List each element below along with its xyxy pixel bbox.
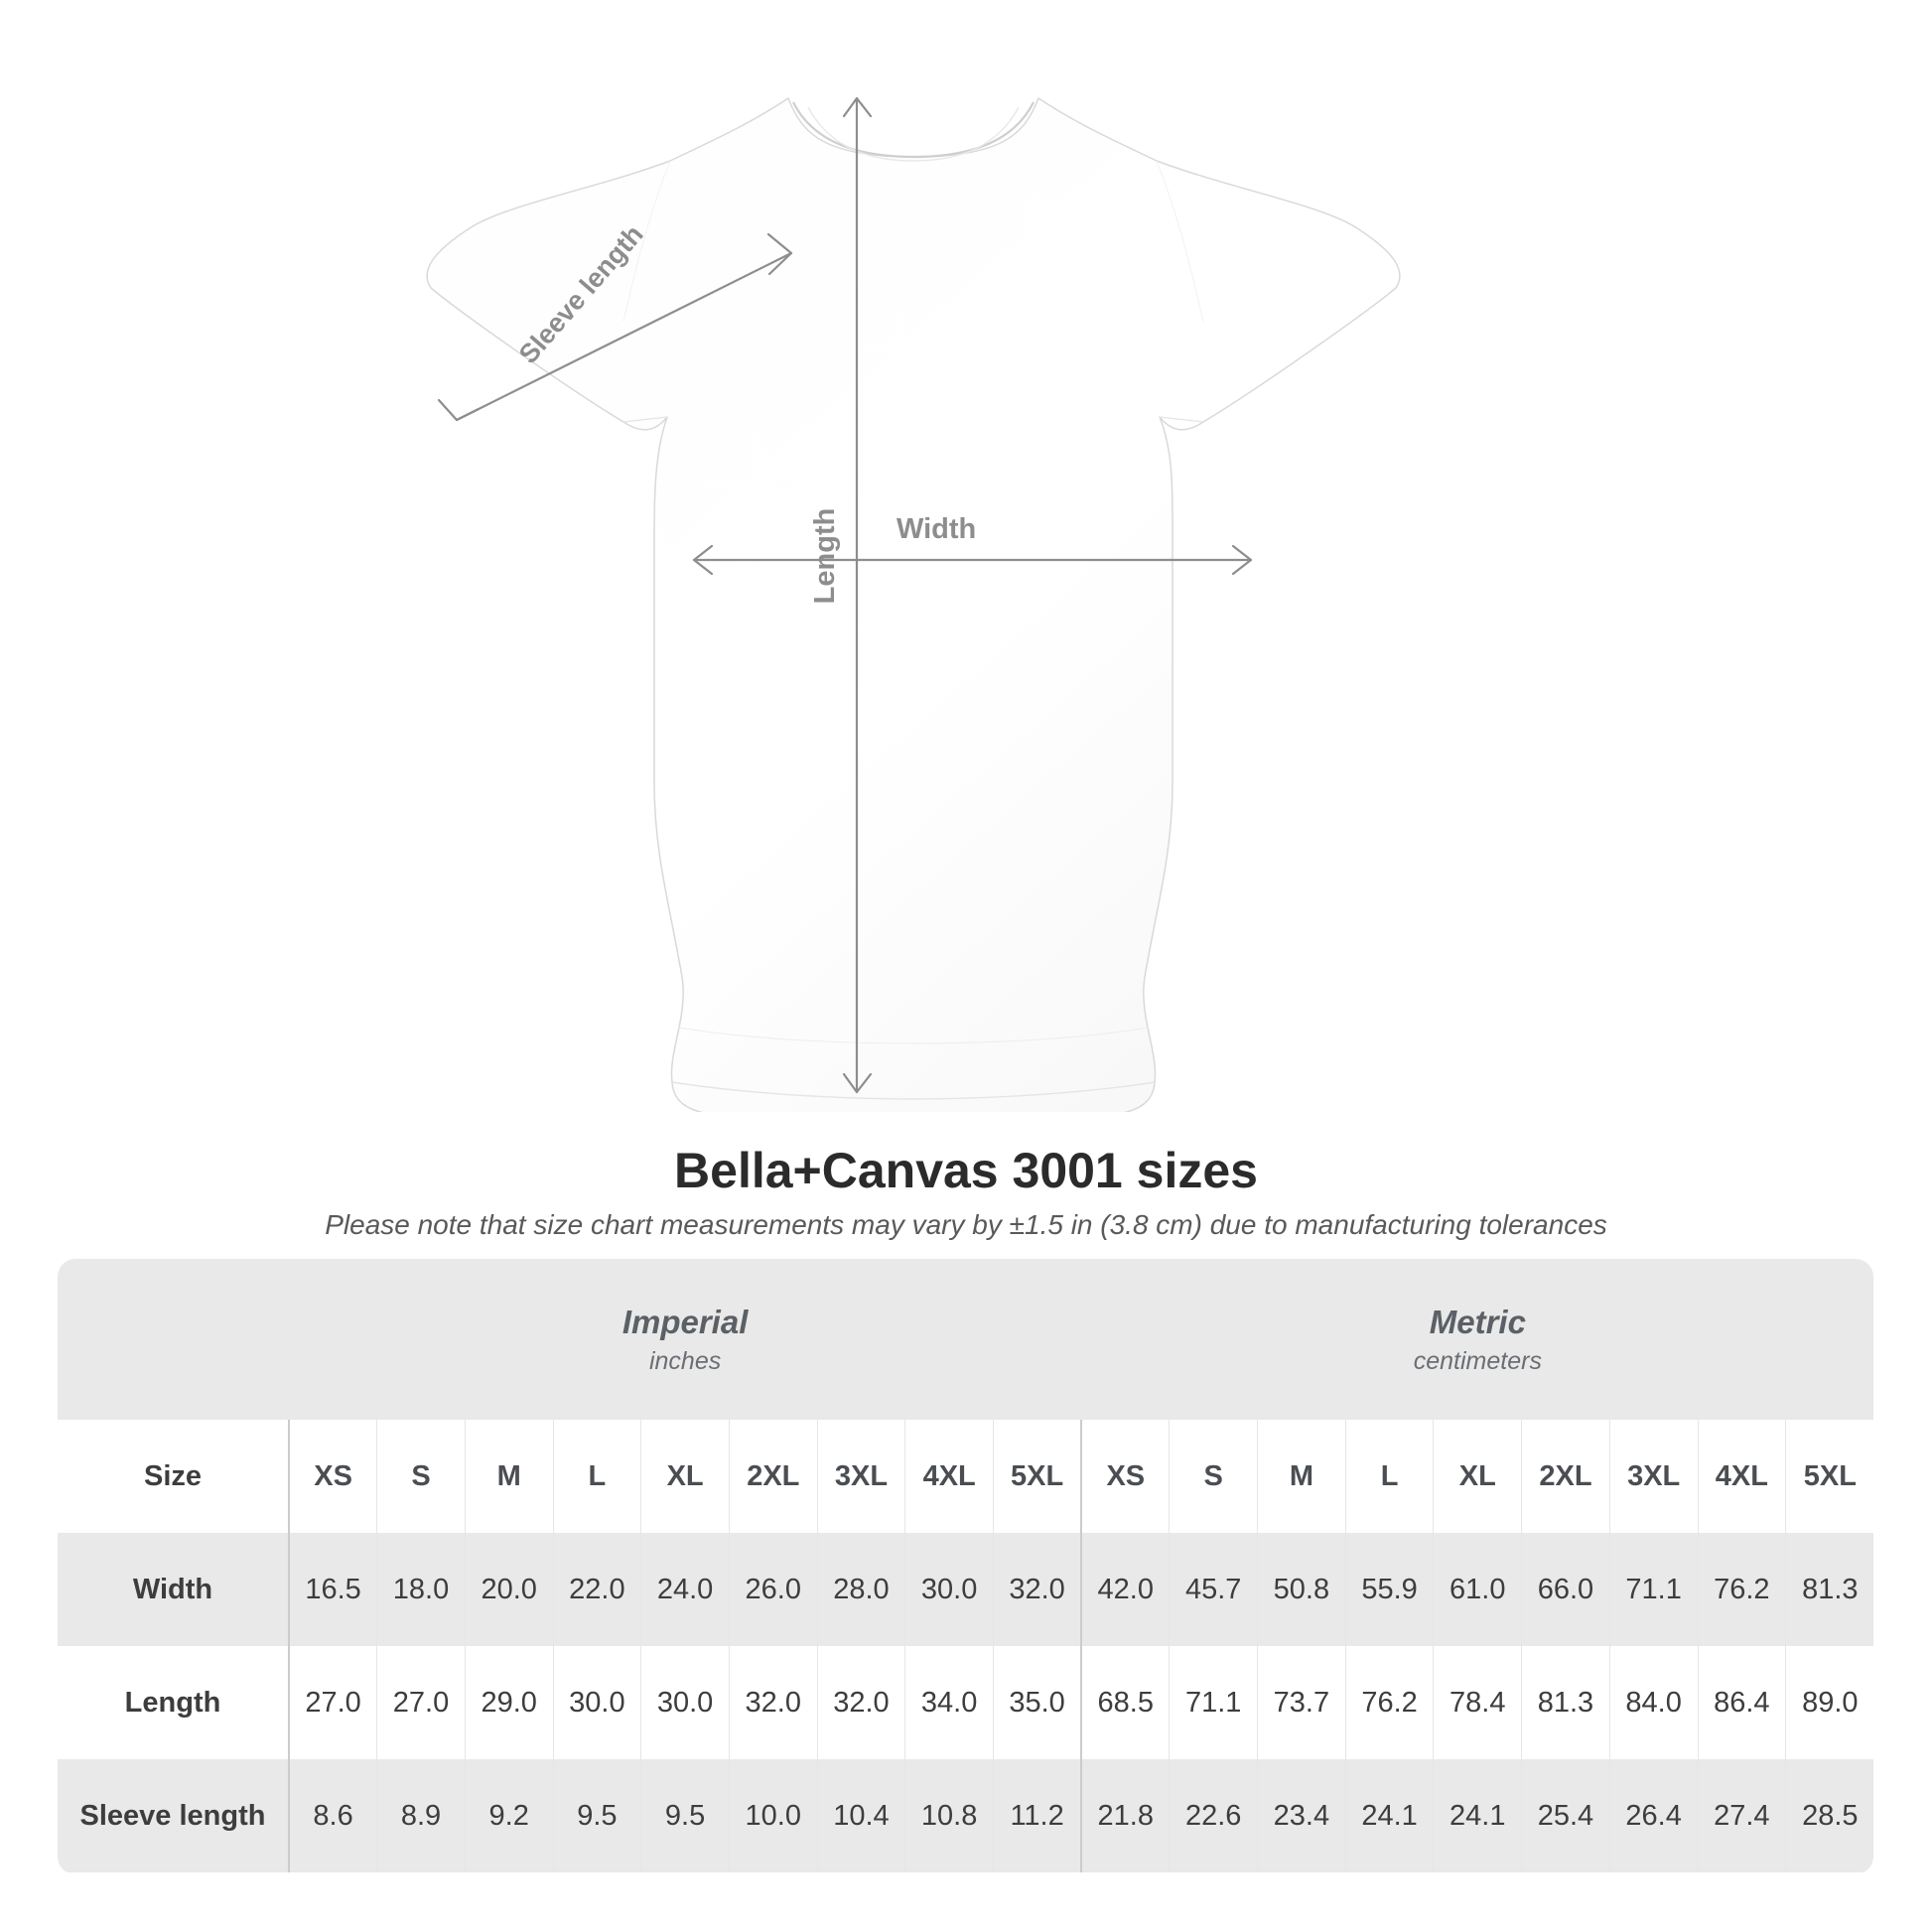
svg-text:Length: Length <box>809 508 841 605</box>
svg-text:Width: Width <box>897 513 976 545</box>
